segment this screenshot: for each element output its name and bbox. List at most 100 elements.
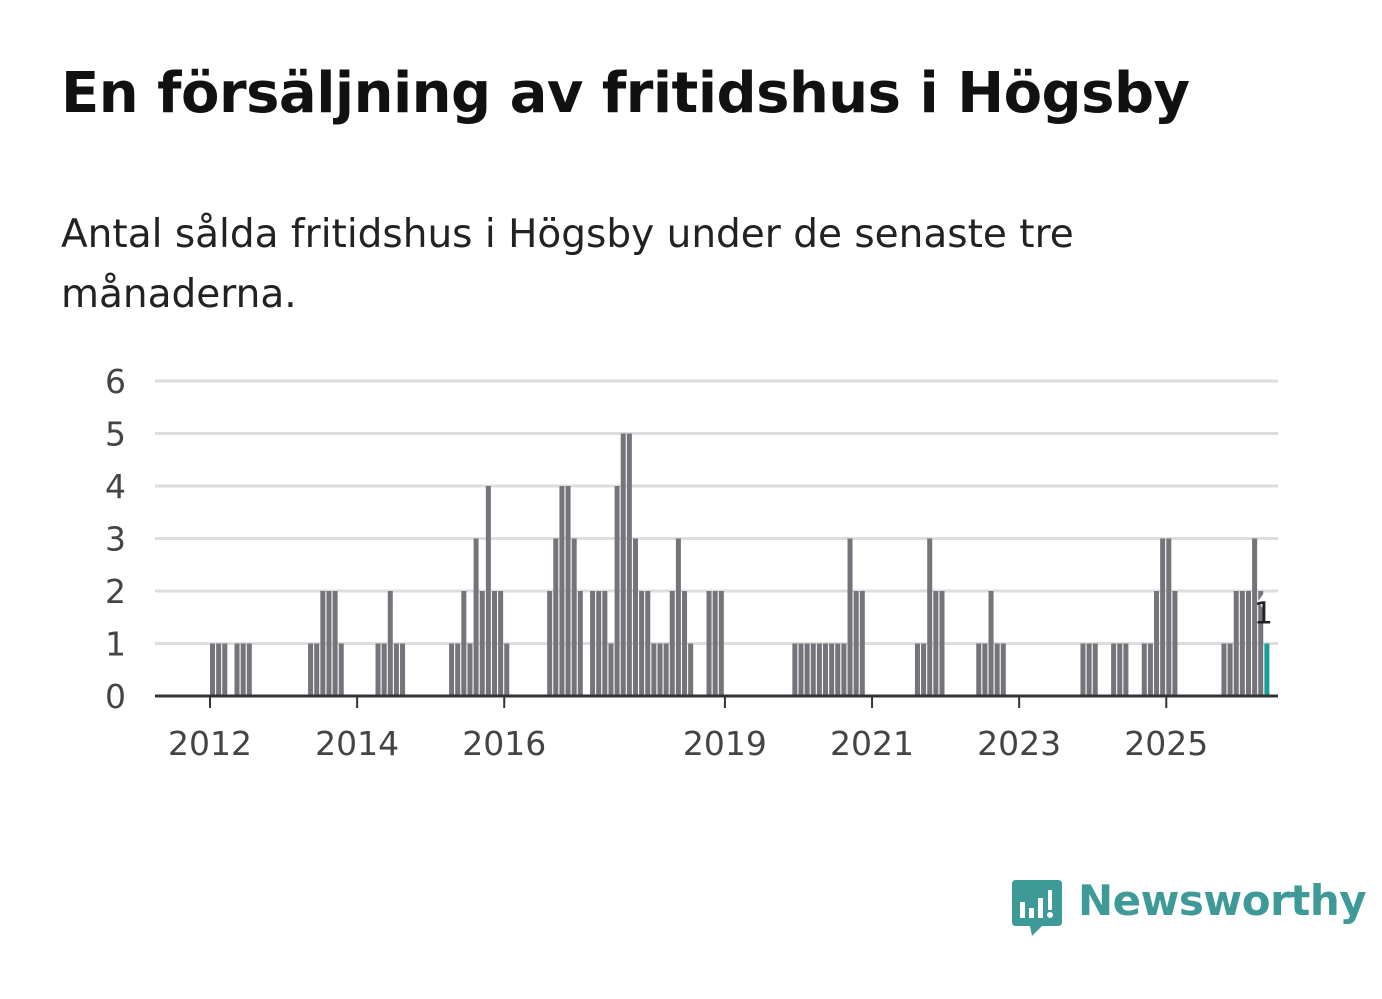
value-label: 1 <box>1254 597 1273 632</box>
x-tick-label: 2025 <box>1124 724 1208 763</box>
bar <box>718 591 724 696</box>
bar <box>1086 643 1092 696</box>
y-tick-label: 0 <box>105 677 126 716</box>
bar <box>491 591 498 696</box>
bar <box>393 643 399 696</box>
bar <box>829 643 835 696</box>
bar <box>240 643 246 696</box>
bar <box>308 643 314 696</box>
bar <box>939 591 945 696</box>
bar <box>246 643 252 696</box>
bar <box>473 538 479 696</box>
bar <box>859 591 865 696</box>
bar <box>682 591 688 696</box>
x-tick-label: 2016 <box>462 724 546 763</box>
bar <box>988 591 994 696</box>
bar <box>982 643 988 696</box>
brand-name: Newsworthy <box>1078 876 1367 925</box>
bar <box>547 591 553 696</box>
x-tick-label: 2014 <box>315 724 399 763</box>
value-annotation: 1 <box>1254 592 1273 632</box>
bar <box>645 591 651 696</box>
bar <box>608 643 614 696</box>
bar <box>1239 591 1245 696</box>
bar <box>675 538 681 696</box>
bar <box>847 538 853 696</box>
bar-chart: 0 1 2 3 4 5 6 2012 2014 2016 2019 2021 2023 2025 1 <box>105 362 1278 763</box>
bar <box>632 538 638 696</box>
bar <box>449 643 455 696</box>
bar <box>455 643 461 696</box>
bar <box>706 591 712 696</box>
bar <box>479 591 485 696</box>
bar <box>688 643 694 696</box>
bar <box>914 643 920 696</box>
bar <box>210 643 216 696</box>
bar <box>1233 591 1239 696</box>
bar <box>1000 643 1006 696</box>
y-tick-label: 4 <box>105 467 126 506</box>
y-tick-label: 6 <box>105 362 126 401</box>
bar <box>853 591 859 696</box>
bar <box>835 643 841 696</box>
bar <box>620 433 626 696</box>
chart-subtitle: Antal sålda fritidshus i Högsby under de… <box>61 212 1074 317</box>
bar <box>823 643 829 696</box>
bar <box>320 591 326 696</box>
bar <box>590 591 596 696</box>
bar <box>712 591 718 696</box>
x-tick-label: 2019 <box>683 724 767 763</box>
bar <box>314 643 320 696</box>
bar <box>1141 643 1147 696</box>
bar <box>1245 591 1251 696</box>
bar <box>841 643 847 696</box>
y-tick-label: 3 <box>105 520 126 559</box>
x-axis: 2012 2014 2016 2019 2021 2023 2025 <box>155 694 1278 763</box>
bar <box>994 643 1000 696</box>
bar <box>1258 591 1264 696</box>
bar <box>504 643 510 696</box>
bar <box>626 433 632 696</box>
bar <box>792 643 798 696</box>
x-tick-label: 2021 <box>830 724 914 763</box>
bar <box>1154 591 1160 696</box>
bar <box>614 486 620 696</box>
bar <box>485 486 491 696</box>
y-tick-label: 1 <box>105 625 126 664</box>
bar <box>381 643 387 696</box>
bar <box>639 591 645 696</box>
bar <box>1092 643 1098 696</box>
bar <box>375 643 381 696</box>
bar <box>976 643 982 696</box>
bar <box>559 486 565 696</box>
y-tick-label: 2 <box>105 572 126 611</box>
y-axis-ticks: 0 1 2 3 4 5 6 <box>105 362 126 716</box>
bar <box>1147 643 1153 696</box>
bar <box>1117 643 1123 696</box>
bar <box>927 538 933 696</box>
bar <box>1080 643 1086 696</box>
bar <box>657 643 663 696</box>
bar <box>1252 538 1258 696</box>
bar <box>467 643 473 696</box>
bar <box>1172 591 1178 696</box>
bar <box>338 643 344 696</box>
bar <box>332 591 338 696</box>
bar <box>326 591 332 696</box>
bar <box>216 643 222 696</box>
bar-highlight <box>1264 643 1270 696</box>
bar <box>596 591 602 696</box>
bar <box>810 643 816 696</box>
bar <box>222 643 228 696</box>
bar <box>571 538 577 696</box>
bars <box>210 433 1270 696</box>
bar <box>234 643 240 696</box>
annotation-marker <box>1257 592 1271 611</box>
y-tick-label: 5 <box>105 415 126 454</box>
bar <box>798 643 804 696</box>
bar <box>565 486 571 696</box>
x-tick-label: 2012 <box>168 724 252 763</box>
bar <box>651 643 657 696</box>
bar <box>1160 538 1166 696</box>
bar <box>387 591 393 696</box>
